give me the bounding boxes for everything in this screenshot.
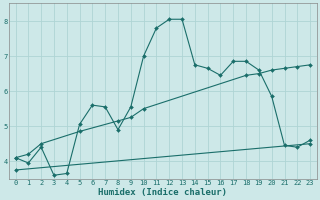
X-axis label: Humidex (Indice chaleur): Humidex (Indice chaleur): [98, 188, 227, 197]
